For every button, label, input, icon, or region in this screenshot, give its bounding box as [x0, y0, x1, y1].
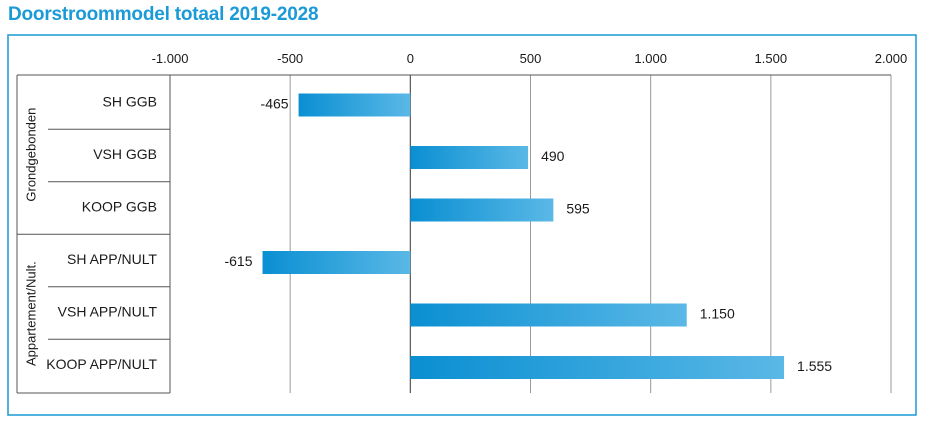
category-label: SH APP/NULT — [67, 251, 157, 267]
x-tick-label: -500 — [277, 51, 303, 66]
chart-frame — [7, 34, 917, 416]
x-tick-label: 1.000 — [634, 51, 667, 66]
bar — [410, 198, 554, 222]
category-label: KOOP GGB — [82, 199, 157, 215]
value-labels: -465 490 595 -615 1.150 1.555 — [224, 96, 832, 375]
bar — [298, 93, 411, 117]
value-label: -615 — [224, 253, 252, 269]
group-labels: Grondgebonden Appartement/Nult. — [23, 108, 38, 366]
category-label: VSH GGB — [93, 146, 157, 162]
x-tick-label: 2.000 — [875, 51, 908, 66]
value-label: 1.555 — [797, 358, 832, 374]
value-label: -465 — [261, 96, 289, 112]
axes — [16, 74, 891, 394]
x-tick-label: 1.500 — [755, 51, 788, 66]
category-labels: SH GGB VSH GGB KOOP GGB SH APP/NULT VSH APP/… — [46, 94, 157, 373]
bar — [410, 146, 529, 169]
page-title: Doorstroommodel totaal 2019-2028 — [8, 4, 319, 25]
x-tick-label: 500 — [520, 51, 542, 66]
x-tick-label: 0 — [407, 51, 414, 66]
value-label: 595 — [566, 201, 590, 217]
category-label: VSH APP/NULT — [58, 304, 158, 320]
bar — [262, 251, 411, 274]
group-label: Grondgebonden — [23, 108, 38, 202]
category-label: KOOP APP/NULT — [46, 356, 157, 372]
value-label: 1.150 — [700, 306, 735, 322]
grid-lines — [169, 75, 892, 393]
value-label: 490 — [541, 148, 565, 164]
bars — [262, 93, 785, 379]
group-label: Appartement/Nult. — [23, 261, 38, 366]
category-label: SH GGB — [103, 94, 157, 110]
x-tick-label: -1.000 — [152, 51, 189, 66]
bar — [410, 303, 687, 327]
bar — [410, 356, 785, 379]
x-tick-labels: -1.000 -500 0 500 1.000 1.500 2.000 — [152, 51, 908, 66]
